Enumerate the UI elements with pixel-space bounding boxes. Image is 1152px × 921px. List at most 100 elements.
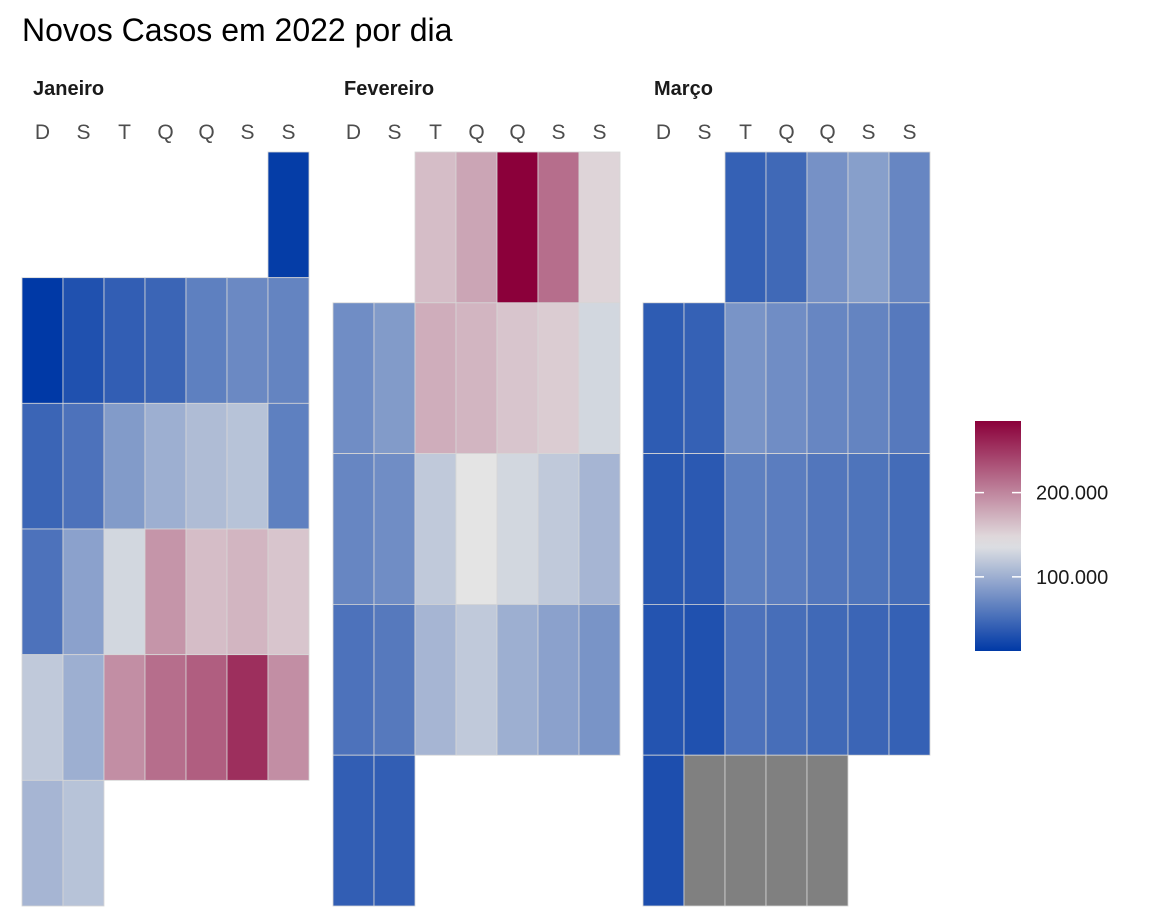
heatmap-cell — [724, 151, 767, 304]
weekday-label: D — [346, 121, 361, 144]
heatmap-cell — [683, 754, 726, 907]
weekday-label: T — [118, 121, 131, 144]
heatmap-cell — [578, 453, 621, 605]
heatmap-cell — [267, 402, 310, 530]
legend-colorbar — [975, 421, 1021, 651]
weekday-label: S — [551, 121, 565, 144]
heatmap-cell — [806, 754, 849, 907]
heatmap-cell — [724, 453, 767, 605]
heatmap-cell — [888, 302, 931, 454]
heatmap-cell — [847, 302, 890, 454]
heatmap-cell — [806, 604, 849, 756]
heatmap-cell — [103, 528, 146, 656]
heatmap-cell — [185, 277, 228, 404]
heatmap-cell — [144, 654, 187, 781]
heatmap-cell — [847, 604, 890, 756]
month-label: Fevereiro — [344, 78, 434, 100]
heatmap-cell — [496, 453, 539, 605]
panel-1: Janeiro D S T Q Q S S — [21, 78, 310, 907]
heatmap-cell — [332, 453, 375, 605]
weekday-label: Q — [468, 121, 484, 144]
heatmap-cell — [103, 654, 146, 781]
heatmap-cell — [765, 453, 808, 605]
heatmap-cell — [103, 402, 146, 530]
weekday-label: Q — [819, 121, 835, 144]
heatmap-cell — [455, 302, 498, 454]
heatmap-cell — [888, 151, 931, 304]
heatmap-cell — [765, 302, 808, 454]
heatmap-cell — [373, 754, 416, 907]
heatmap-cell — [267, 151, 310, 279]
heatmap-cell — [267, 528, 310, 656]
weekday-label: Q — [198, 121, 214, 144]
heatmap-cell — [226, 654, 269, 781]
heatmap-cell — [537, 453, 580, 605]
month-label: Janeiro — [33, 78, 104, 100]
heatmap-cell — [62, 277, 105, 404]
heatmap-cell — [185, 528, 228, 656]
heatmap-cell — [537, 151, 580, 304]
heatmap-cell — [496, 302, 539, 454]
heatmap-cell — [144, 402, 187, 530]
heatmap-cell — [373, 302, 416, 454]
heatmap-cell — [267, 654, 310, 781]
color-legend: 100.000 200.000 — [975, 421, 1108, 651]
heatmap-cell — [21, 402, 64, 530]
heatmap-cell — [226, 277, 269, 404]
heatmap-cell — [226, 528, 269, 656]
heatmap-cell — [683, 604, 726, 756]
heatmap-cell — [62, 779, 105, 907]
heatmap-cell — [267, 277, 310, 404]
heatmap-cell — [724, 604, 767, 756]
heatmap-cell — [414, 302, 457, 454]
heatmap-cell — [724, 302, 767, 454]
heatmap-cell — [765, 151, 808, 304]
heatmap-cell — [578, 604, 621, 756]
heatmap-cell — [847, 453, 890, 605]
heatmap-cell — [185, 654, 228, 781]
heatmap-cell — [578, 151, 621, 304]
heatmap-cell — [455, 453, 498, 605]
legend-tick-label: 200.000 — [1036, 483, 1108, 505]
weekday-label: T — [739, 121, 752, 144]
heatmap-cell — [144, 528, 187, 656]
heatmap-cell — [332, 754, 375, 907]
chart-title: Novos Casos em 2022 por dia — [22, 12, 453, 48]
heatmap-cell — [642, 604, 685, 756]
heatmap-cell — [62, 528, 105, 656]
heatmap-cell — [226, 402, 269, 530]
heatmap-cell — [683, 302, 726, 454]
heatmap-cell — [683, 453, 726, 605]
weekday-label: S — [902, 121, 916, 144]
heatmap-cell — [765, 604, 808, 756]
heatmap-cell — [373, 604, 416, 756]
weekday-label: S — [240, 121, 254, 144]
heatmap-cell — [455, 151, 498, 304]
weekday-label: Q — [778, 121, 794, 144]
weekday-label: S — [76, 121, 90, 144]
weekday-label: S — [861, 121, 875, 144]
heatmap-cell — [642, 453, 685, 605]
heatmap-cell — [537, 302, 580, 454]
heatmap-cell — [414, 151, 457, 304]
month-panels: Janeiro D S T Q Q S S Fevereiro D S T Q Q S S Março D S T Q Q… — [21, 78, 931, 907]
heatmap-cell — [806, 302, 849, 454]
heatmap-cell — [806, 151, 849, 304]
heatmap-cell — [21, 654, 64, 781]
heatmap-cell — [642, 302, 685, 454]
heatmap-cell — [21, 779, 64, 907]
heatmap-cell — [185, 402, 228, 530]
heatmap-cell — [455, 604, 498, 756]
weekday-label: D — [656, 121, 671, 144]
heatmap-cell — [888, 453, 931, 605]
heatmap-cell — [888, 604, 931, 756]
heatmap-cell — [332, 604, 375, 756]
weekday-label: S — [592, 121, 606, 144]
heatmap-cell — [373, 453, 416, 605]
panel-3: Março D S T Q Q S S — [642, 78, 931, 907]
weekday-label: S — [281, 121, 295, 144]
heatmap-cell — [806, 453, 849, 605]
heatmap-cell — [144, 277, 187, 404]
weekday-label: Q — [157, 121, 173, 144]
